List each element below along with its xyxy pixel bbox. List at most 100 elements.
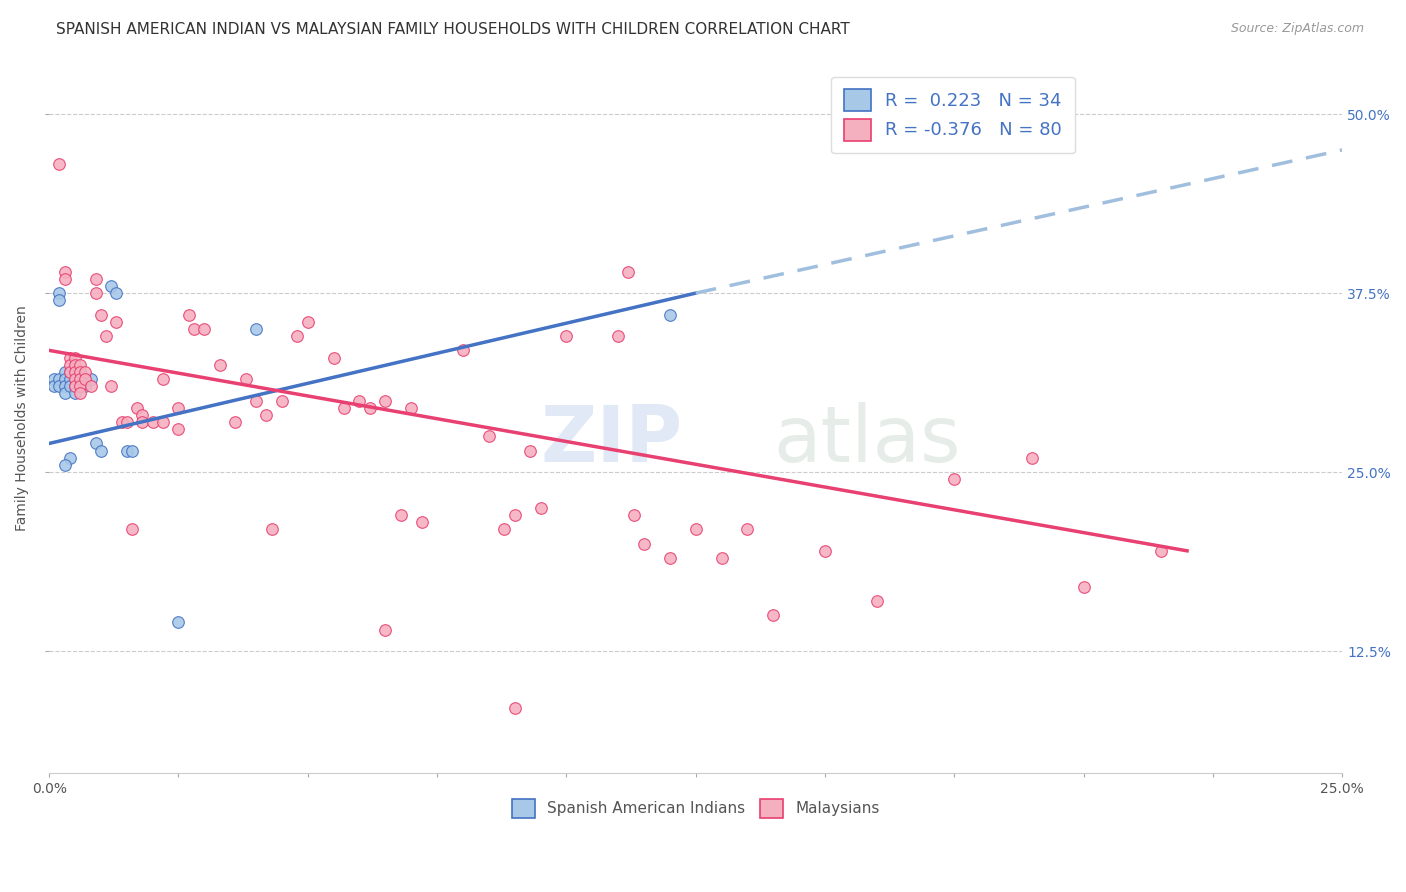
Point <box>245 393 267 408</box>
Point <box>59 365 82 379</box>
Point <box>59 365 82 379</box>
Point <box>48 293 70 308</box>
Point <box>762 608 785 623</box>
Point <box>224 415 246 429</box>
Point <box>519 443 541 458</box>
Point <box>63 358 86 372</box>
Point <box>167 615 190 630</box>
Point <box>75 372 97 386</box>
Point <box>69 365 91 379</box>
Point <box>75 379 97 393</box>
Point <box>115 415 138 429</box>
Point <box>53 272 76 286</box>
Point <box>167 401 190 415</box>
Point <box>53 372 76 386</box>
Point <box>555 329 578 343</box>
Point <box>125 401 148 415</box>
Point <box>69 379 91 393</box>
Point <box>131 415 153 429</box>
Point <box>75 365 97 379</box>
Point <box>529 500 551 515</box>
Point <box>110 415 132 429</box>
Point <box>63 351 86 365</box>
Point <box>451 343 474 358</box>
Point <box>737 522 759 536</box>
Point <box>167 422 190 436</box>
Point <box>245 322 267 336</box>
Point <box>389 508 412 522</box>
Point <box>53 265 76 279</box>
Point <box>53 458 76 472</box>
Point <box>297 315 319 329</box>
Point <box>710 551 733 566</box>
Y-axis label: Family Households with Children: Family Households with Children <box>15 306 30 532</box>
Point <box>287 329 309 343</box>
Point <box>63 365 86 379</box>
Point <box>94 329 117 343</box>
Point <box>48 286 70 301</box>
Point <box>69 379 91 393</box>
Point <box>322 351 344 365</box>
Point <box>48 157 70 171</box>
Point <box>69 372 91 386</box>
Point <box>63 386 86 401</box>
Point <box>349 393 371 408</box>
Point <box>63 372 86 386</box>
Point <box>1073 580 1095 594</box>
Point <box>633 536 655 550</box>
Point <box>53 379 76 393</box>
Point <box>115 443 138 458</box>
Point <box>658 551 681 566</box>
Point <box>100 379 122 393</box>
Point <box>142 415 165 429</box>
Point <box>79 372 101 386</box>
Point <box>59 379 82 393</box>
Point <box>183 322 205 336</box>
Point <box>90 443 112 458</box>
Point <box>503 701 526 715</box>
Point <box>152 372 174 386</box>
Point <box>943 472 966 486</box>
Point <box>53 386 76 401</box>
Point <box>59 351 82 365</box>
Point <box>69 365 91 379</box>
Point <box>121 443 143 458</box>
Point <box>84 272 107 286</box>
Point <box>193 322 215 336</box>
Point <box>333 401 356 415</box>
Point <box>607 329 630 343</box>
Point <box>63 365 86 379</box>
Point <box>90 308 112 322</box>
Point <box>48 372 70 386</box>
Point <box>359 401 381 415</box>
Point <box>208 358 231 372</box>
Point <box>59 450 82 465</box>
Point <box>63 379 86 393</box>
Point <box>1021 450 1043 465</box>
Point <box>75 372 97 386</box>
Point <box>478 429 501 443</box>
Point <box>63 379 86 393</box>
Legend: Spanish American Indians, Malaysians: Spanish American Indians, Malaysians <box>503 791 887 825</box>
Point <box>503 508 526 522</box>
Point <box>69 358 91 372</box>
Point <box>254 408 277 422</box>
Point <box>623 508 645 522</box>
Point <box>374 393 396 408</box>
Point <box>44 379 66 393</box>
Point <box>814 544 837 558</box>
Point <box>53 365 76 379</box>
Point <box>105 286 128 301</box>
Point <box>84 286 107 301</box>
Point <box>685 522 707 536</box>
Point <box>79 379 101 393</box>
Point <box>617 265 640 279</box>
Text: Source: ZipAtlas.com: Source: ZipAtlas.com <box>1230 22 1364 36</box>
Point <box>177 308 200 322</box>
Point <box>121 522 143 536</box>
Point <box>1150 544 1173 558</box>
Point <box>131 408 153 422</box>
Point <box>48 379 70 393</box>
Point <box>152 415 174 429</box>
Point <box>44 372 66 386</box>
